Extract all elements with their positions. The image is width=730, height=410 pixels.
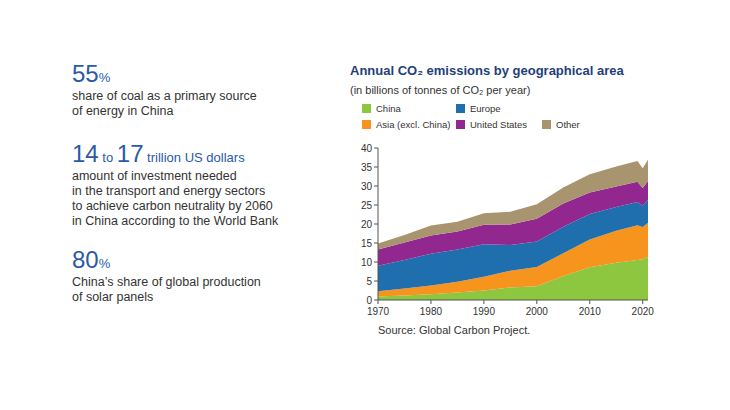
plot-area	[378, 160, 648, 300]
y-tick-label: 40	[361, 143, 373, 154]
y-tick	[374, 148, 378, 149]
x-tick-label: 2020	[632, 306, 655, 317]
stat-text: in the transport and energy sectors	[72, 184, 265, 198]
y-tick-label: 25	[361, 200, 373, 211]
stat-text: in China according to the World Bank	[72, 214, 279, 228]
stat-figure: 14 to 17 trillion US dollars	[72, 140, 245, 167]
legend-swatch	[362, 120, 371, 129]
legend-label: United States	[470, 119, 527, 130]
x-tick-label: 2010	[579, 306, 602, 317]
stat-part: 14	[72, 140, 99, 167]
page: 55% share of coal as a primary sourceof e…	[0, 0, 730, 410]
stat-part: 80	[72, 246, 99, 273]
legend-label: Europe	[470, 103, 501, 114]
legend-label: Other	[556, 119, 580, 130]
y-tick-label: 10	[361, 257, 373, 268]
x-tick-label: 1980	[420, 306, 443, 317]
stat-part: to	[99, 150, 117, 165]
legend-label: China	[376, 103, 402, 114]
y-tick	[374, 262, 378, 263]
y-tick	[374, 205, 378, 206]
x-tick-label: 1990	[473, 306, 496, 317]
y-tick-label: 35	[361, 162, 373, 173]
chart-title: Annual CO₂ emissions by geographical are…	[350, 63, 625, 78]
legend-swatch	[542, 120, 551, 129]
stat-part: %	[99, 70, 111, 85]
stat-text: China’s share of global production	[72, 275, 261, 289]
y-tick-label: 5	[366, 276, 372, 287]
y-tick	[374, 281, 378, 282]
area	[378, 160, 648, 250]
legend-swatch	[362, 104, 371, 113]
y-tick-label: 0	[366, 295, 372, 306]
y-tick-label: 30	[361, 181, 373, 192]
y-tick-label: 20	[361, 219, 373, 230]
stat-text: to achieve carbon neutrality by 2060	[72, 199, 273, 213]
stat-text: of energy in China	[72, 104, 174, 118]
x-tick	[589, 300, 590, 304]
source: Source: Global Carbon Project.	[378, 324, 530, 336]
x-tick	[430, 300, 431, 304]
x-tick	[483, 300, 484, 304]
stat-figure: 80%	[72, 246, 111, 273]
y-tick-label: 15	[361, 238, 373, 249]
stat-figure: 55%	[72, 60, 111, 87]
stat-part: %	[99, 256, 111, 271]
x-tick-label: 2000	[526, 306, 549, 317]
y-tick	[374, 300, 378, 301]
stat-part: 55	[72, 60, 99, 87]
x-tick-label: 1970	[367, 306, 390, 317]
chart-subtitle: (in billions of tonnes of CO₂ per year)	[350, 84, 530, 96]
stat-text: of solar panels	[72, 290, 153, 304]
x-tick	[378, 300, 379, 304]
stat-part: trillion US dollars	[143, 150, 245, 165]
legend-swatch	[456, 120, 465, 129]
y-tick	[374, 243, 378, 244]
x-tick	[536, 300, 537, 304]
stat-part: 17	[117, 140, 144, 167]
y-tick	[374, 167, 378, 168]
y-tick	[374, 186, 378, 187]
x-axis	[378, 300, 648, 301]
stat-text: share of coal as a primary source	[72, 89, 257, 103]
legend-swatch	[456, 104, 465, 113]
legend-label: Asia (excl. China)	[376, 119, 450, 130]
x-tick	[642, 300, 643, 304]
stat-text: amount of investment needed	[72, 169, 237, 183]
y-tick	[374, 224, 378, 225]
